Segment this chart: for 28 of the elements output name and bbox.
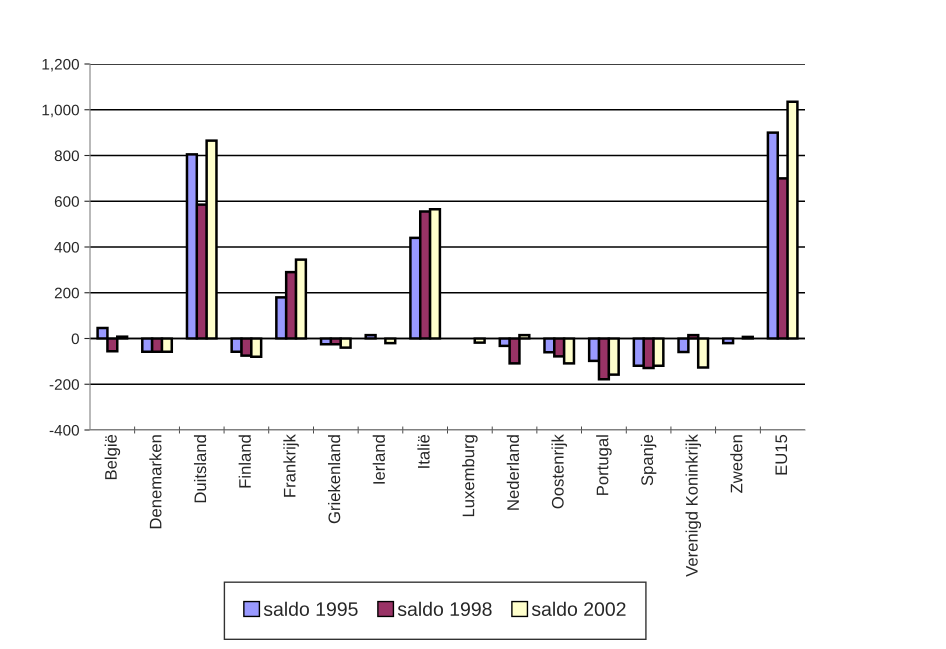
y-tick-label: -200	[50, 379, 79, 390]
x-tick-label: Italië	[417, 434, 430, 468]
x-tick-label: Portugal	[596, 435, 612, 495]
y-tick-label: 1,000	[42, 104, 79, 118]
x-tick-label: Griekenland	[328, 435, 340, 524]
x-tick-label: Nederland	[506, 435, 520, 510]
y-tick-label: 800	[54, 150, 79, 162]
x-tick-label: België	[104, 434, 120, 480]
legend-label: saldo 1998	[398, 602, 492, 616]
x-tick-label: Finland	[238, 435, 251, 488]
x-tick-label: Denemarken	[149, 435, 162, 528]
y-tick-label: 1,200	[42, 58, 79, 72]
x-tick-label: Spanje	[640, 434, 656, 486]
y-tick-label: 400	[54, 242, 79, 253]
x-tick-label: Verenigd Koninkrijk	[686, 434, 702, 577]
x-tick-label: Oostenrijk	[551, 434, 567, 508]
x-tick-label: Frankrijk	[283, 434, 299, 497]
y-tick-label: -400	[50, 424, 79, 436]
x-tick-label: EU15	[776, 434, 788, 474]
legend-label: saldo 2002	[532, 602, 626, 616]
x-tick-label: Luxemburg	[462, 435, 478, 516]
x-tick-label: Ierland	[372, 435, 385, 484]
x-tick-label: Zweden	[730, 435, 742, 493]
x-tick-label: Duitsland	[194, 435, 206, 502]
legend-label: saldo 1995	[264, 602, 358, 616]
y-tick-label: 0	[72, 333, 79, 344]
y-tick-label: 200	[54, 288, 79, 298]
y-tick-label: 600	[54, 196, 79, 207]
